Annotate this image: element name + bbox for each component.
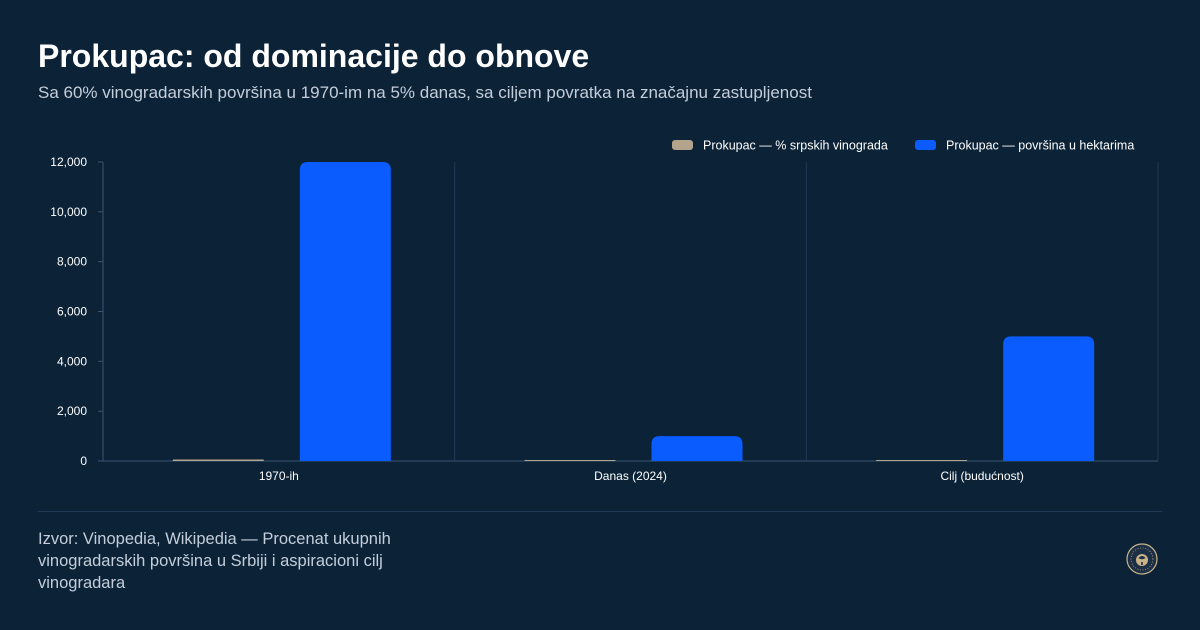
- x-tick-label: Cilj (budućnost): [940, 469, 1023, 483]
- x-tick-label: Danas (2024): [594, 469, 667, 483]
- legend-swatch: [915, 140, 936, 150]
- source-note: Izvor: Vinopedia, Wikipedia — Procenat u…: [38, 530, 391, 592]
- bar-percent: [172, 459, 264, 461]
- bar-percent: [876, 460, 968, 461]
- bar-hectares: [1003, 336, 1095, 461]
- wine-seal-icon: [1126, 543, 1158, 575]
- y-tick-label: 2,000: [57, 404, 87, 418]
- y-tick-label: 12,000: [50, 155, 87, 169]
- bar-percent: [524, 460, 616, 461]
- y-tick-label: 0: [80, 454, 87, 468]
- bar-hectares: [651, 436, 743, 461]
- chart-subtitle: Sa 60% vinogradarskih površina u 1970-im…: [38, 83, 812, 102]
- legend-label: Prokupac — površina u hektarima: [946, 139, 1134, 153]
- legend-label: Prokupac — % srpskih vinograda: [703, 139, 888, 153]
- x-tick-label: 1970-ih: [259, 469, 299, 483]
- y-tick-label: 6,000: [57, 305, 87, 319]
- bar-chart: 0 2,000 4,000 6,000 8,000 10,000 12,000 1970-ih…: [50, 139, 1159, 483]
- legend-swatch: [672, 140, 693, 150]
- footer-divider: [38, 511, 1162, 512]
- y-tick-label: 4,000: [57, 354, 87, 368]
- chart-title: Prokupac: od dominacije do obnove: [38, 38, 590, 74]
- y-tick-label: 8,000: [57, 255, 87, 269]
- bar-hectares: [299, 162, 391, 461]
- y-tick-label: 10,000: [50, 205, 87, 219]
